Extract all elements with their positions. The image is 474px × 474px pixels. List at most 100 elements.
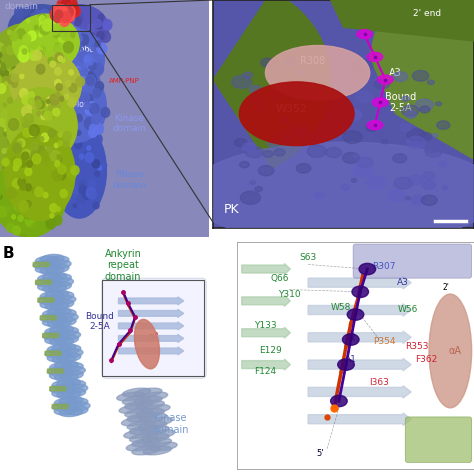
Text: domain: domain (4, 2, 38, 11)
Ellipse shape (412, 71, 429, 81)
Ellipse shape (53, 310, 76, 318)
Ellipse shape (62, 25, 70, 34)
Ellipse shape (71, 27, 80, 37)
FancyArrow shape (242, 327, 290, 338)
Ellipse shape (80, 116, 85, 122)
Ellipse shape (72, 71, 75, 75)
Ellipse shape (30, 209, 40, 221)
Ellipse shape (80, 132, 83, 137)
Ellipse shape (310, 140, 319, 146)
Ellipse shape (15, 127, 19, 132)
Ellipse shape (41, 133, 49, 142)
Ellipse shape (126, 442, 155, 451)
Ellipse shape (64, 186, 72, 194)
Ellipse shape (104, 23, 110, 30)
Ellipse shape (90, 103, 99, 114)
Ellipse shape (33, 93, 43, 105)
Ellipse shape (70, 45, 80, 55)
Ellipse shape (34, 50, 41, 57)
Ellipse shape (100, 31, 110, 42)
Ellipse shape (52, 45, 56, 50)
Ellipse shape (62, 388, 86, 397)
Ellipse shape (40, 33, 46, 40)
Ellipse shape (23, 26, 33, 37)
Text: Y310: Y310 (278, 290, 301, 299)
Ellipse shape (57, 5, 64, 13)
Ellipse shape (94, 36, 100, 42)
Ellipse shape (352, 286, 369, 298)
Ellipse shape (134, 388, 162, 397)
Ellipse shape (59, 408, 83, 417)
Ellipse shape (85, 153, 94, 163)
Ellipse shape (71, 127, 74, 130)
Ellipse shape (13, 165, 18, 171)
Text: Kinase
domain: Kinase domain (6, 109, 40, 128)
Ellipse shape (60, 9, 69, 19)
Ellipse shape (73, 5, 82, 16)
Ellipse shape (56, 58, 59, 62)
Ellipse shape (33, 128, 37, 133)
Ellipse shape (8, 138, 13, 145)
Ellipse shape (405, 196, 410, 200)
Ellipse shape (70, 31, 74, 35)
Ellipse shape (48, 127, 52, 132)
Ellipse shape (122, 396, 151, 405)
Ellipse shape (22, 49, 27, 54)
Ellipse shape (20, 174, 24, 179)
Ellipse shape (19, 176, 25, 182)
Ellipse shape (32, 171, 38, 177)
FancyArrow shape (45, 350, 62, 356)
FancyArrow shape (308, 276, 411, 289)
Ellipse shape (46, 147, 53, 155)
Ellipse shape (68, 98, 76, 107)
Ellipse shape (37, 282, 61, 291)
Ellipse shape (367, 120, 383, 130)
Ellipse shape (31, 10, 37, 17)
Ellipse shape (84, 56, 91, 63)
Ellipse shape (73, 134, 81, 143)
Ellipse shape (17, 155, 24, 164)
Ellipse shape (40, 137, 44, 141)
Ellipse shape (68, 4, 76, 14)
Ellipse shape (283, 135, 292, 141)
Ellipse shape (127, 413, 155, 422)
Ellipse shape (64, 5, 72, 13)
Ellipse shape (63, 0, 69, 7)
Ellipse shape (0, 70, 1, 75)
Ellipse shape (29, 111, 36, 119)
Ellipse shape (36, 102, 40, 108)
Ellipse shape (40, 24, 50, 35)
Text: A1: A1 (345, 356, 357, 365)
Ellipse shape (60, 7, 69, 17)
Ellipse shape (71, 33, 75, 37)
Ellipse shape (20, 161, 25, 167)
Ellipse shape (66, 15, 70, 20)
Ellipse shape (12, 81, 23, 93)
Ellipse shape (69, 70, 73, 75)
Text: AMP-PNP: AMP-PNP (6, 78, 37, 83)
Ellipse shape (10, 110, 14, 114)
Ellipse shape (366, 176, 386, 190)
Ellipse shape (85, 121, 92, 129)
Ellipse shape (47, 18, 51, 22)
Ellipse shape (93, 89, 101, 98)
Ellipse shape (408, 175, 423, 185)
Text: Y133: Y133 (254, 321, 277, 330)
Ellipse shape (21, 112, 26, 118)
Ellipse shape (22, 85, 28, 91)
Ellipse shape (64, 398, 88, 407)
Ellipse shape (40, 300, 64, 309)
Ellipse shape (66, 66, 76, 76)
Ellipse shape (26, 116, 36, 127)
Ellipse shape (42, 111, 46, 116)
Ellipse shape (64, 159, 74, 171)
Ellipse shape (59, 0, 68, 11)
FancyBboxPatch shape (353, 244, 472, 278)
Ellipse shape (31, 132, 36, 138)
Ellipse shape (22, 234, 26, 238)
Ellipse shape (85, 108, 91, 115)
Polygon shape (370, 0, 474, 159)
Ellipse shape (26, 179, 30, 183)
Ellipse shape (2, 148, 6, 154)
Ellipse shape (73, 73, 80, 81)
